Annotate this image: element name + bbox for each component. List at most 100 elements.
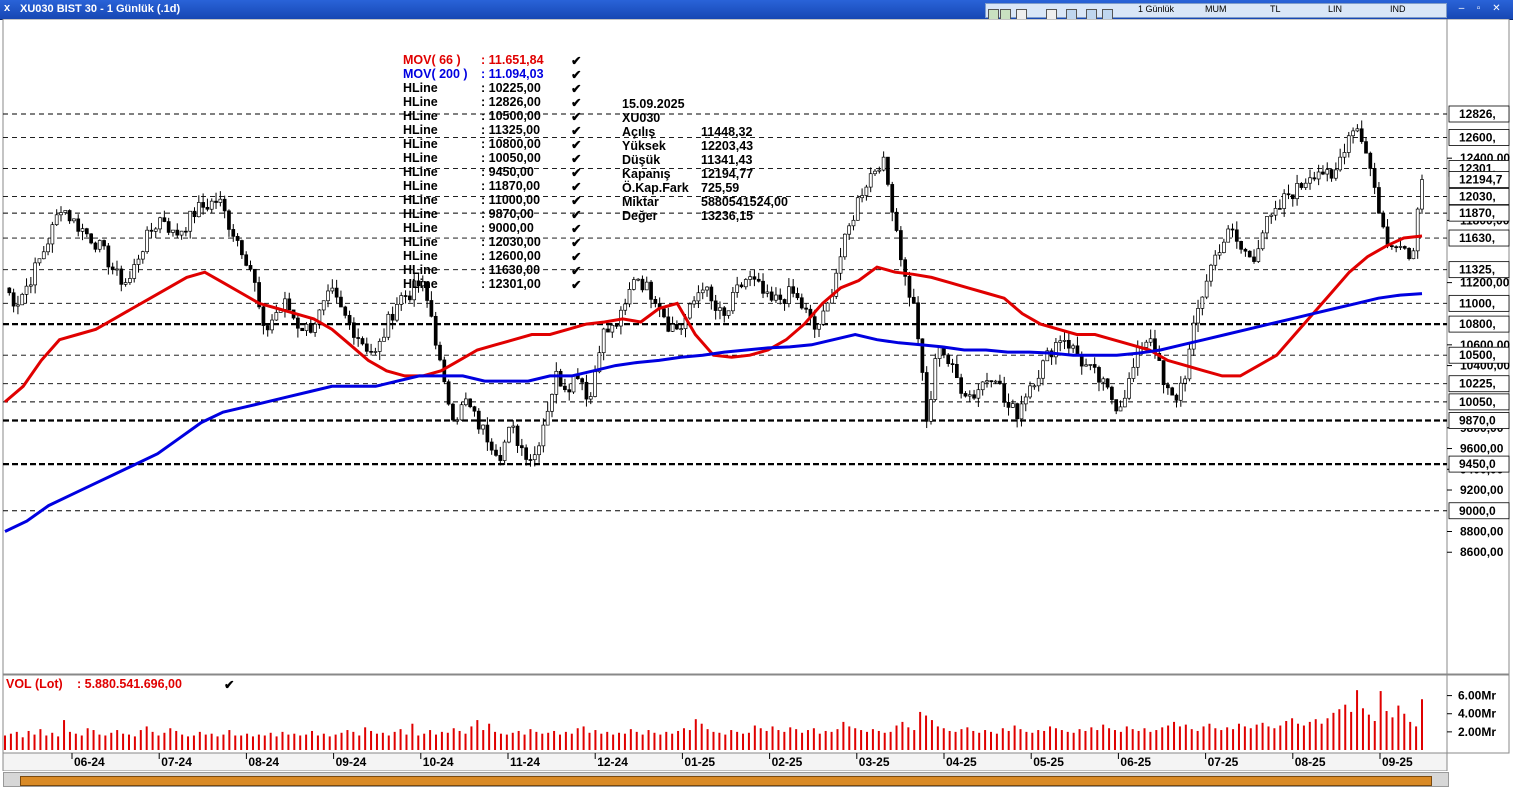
candle-up bbox=[537, 445, 541, 456]
mov200-value: : 11.094,03 bbox=[481, 67, 544, 81]
legend-check-icon[interactable]: ✔ bbox=[571, 82, 582, 96]
legend-check-icon[interactable]: ✔ bbox=[571, 96, 582, 110]
candle-down bbox=[1161, 360, 1166, 386]
candle-down bbox=[1092, 364, 1097, 368]
volume-bar bbox=[1108, 728, 1111, 750]
date-tick-label: 09-25 bbox=[1382, 755, 1413, 769]
legend-check-icon[interactable]: ✔ bbox=[571, 222, 582, 236]
legend-check-icon[interactable]: ✔ bbox=[571, 138, 582, 152]
candle-up bbox=[1200, 296, 1205, 309]
hline-legend-value: : 9450,00 bbox=[481, 165, 534, 179]
legend-check-icon[interactable]: ✔ bbox=[571, 68, 582, 82]
candle-up bbox=[123, 282, 128, 285]
legend-check-icon[interactable]: ✔ bbox=[571, 54, 582, 68]
candle-down bbox=[890, 184, 895, 213]
volume-bar bbox=[110, 732, 113, 750]
toolbar-scale[interactable]: LIN bbox=[1328, 4, 1343, 14]
legend-check-icon[interactable]: ✔ bbox=[571, 278, 582, 292]
volume-tick-label: 2.00Mr bbox=[1458, 725, 1496, 739]
legend-check-icon[interactable]: ✔ bbox=[571, 124, 582, 138]
candle-down bbox=[89, 233, 93, 244]
candle-up bbox=[985, 380, 989, 383]
volume-bar bbox=[429, 730, 432, 750]
ohlc-symbol: XU030 bbox=[622, 111, 661, 125]
volume-bar bbox=[1350, 711, 1353, 750]
candle-down bbox=[739, 284, 744, 288]
legend-check-icon[interactable]: ✔ bbox=[571, 152, 582, 166]
candle-down bbox=[201, 202, 205, 208]
volume-bar bbox=[1373, 720, 1376, 750]
candle-up bbox=[507, 426, 511, 443]
legend-check-icon[interactable]: ✔ bbox=[571, 236, 582, 250]
scrollbar-thumb[interactable] bbox=[20, 776, 1432, 786]
candle-down bbox=[261, 306, 266, 326]
volume-bar bbox=[21, 737, 24, 750]
maximize-icon[interactable]: ▫ bbox=[1476, 3, 1481, 14]
candle-up bbox=[787, 286, 791, 304]
price-tick-label: 11200,00 bbox=[1460, 276, 1510, 290]
candle-down bbox=[558, 370, 563, 387]
candle-up bbox=[1131, 366, 1136, 379]
candle-down bbox=[244, 254, 249, 266]
legend-check-icon[interactable]: ✔ bbox=[571, 194, 582, 208]
toolbar-period[interactable]: 1 Günlük bbox=[1138, 4, 1175, 14]
hline-tag-label: 12600, bbox=[1459, 130, 1496, 144]
volume-bar bbox=[594, 730, 597, 750]
candle-down bbox=[110, 266, 115, 270]
candle-up bbox=[1088, 364, 1093, 366]
legend-check-icon[interactable]: ✔ bbox=[571, 166, 582, 180]
legend-check-icon[interactable]: ✔ bbox=[571, 264, 582, 278]
volume-bar bbox=[458, 730, 461, 750]
legend-check-icon[interactable]: ✔ bbox=[571, 110, 582, 124]
close-icon[interactable]: x bbox=[4, 2, 11, 14]
volume-bar bbox=[806, 730, 809, 750]
volume-bar bbox=[812, 728, 815, 750]
candle-up bbox=[1338, 156, 1343, 171]
candle-up bbox=[1209, 264, 1213, 282]
window-close-icon[interactable]: ✕ bbox=[1492, 3, 1501, 14]
toolbar-currency[interactable]: TL bbox=[1270, 4, 1281, 14]
candle-down bbox=[476, 410, 481, 430]
candle-up bbox=[1398, 246, 1403, 248]
candle-down bbox=[972, 394, 976, 399]
hline-tag-label: 11870, bbox=[1459, 206, 1495, 220]
volume-bar bbox=[1226, 727, 1229, 750]
candle-down bbox=[1278, 208, 1282, 210]
candle-down bbox=[227, 210, 231, 230]
volume-bar bbox=[499, 733, 502, 750]
candle-up bbox=[1342, 152, 1347, 158]
candle-up bbox=[881, 156, 886, 171]
candle-up bbox=[731, 292, 735, 312]
volume-bar bbox=[1007, 730, 1010, 750]
toolbar-indicators[interactable]: IND bbox=[1390, 4, 1406, 14]
legend-check-icon[interactable]: ✔ bbox=[571, 250, 582, 264]
volume-bar bbox=[1072, 732, 1075, 750]
volume-bar bbox=[210, 733, 213, 750]
volume-bar bbox=[45, 735, 48, 750]
volume-bar bbox=[677, 730, 680, 750]
price-chart[interactable]: 12400,0011800,0011200,0010600,0010400,00… bbox=[0, 19, 1513, 771]
volume-bar bbox=[706, 729, 709, 750]
volume-bar bbox=[1102, 724, 1105, 750]
candle-up bbox=[455, 419, 460, 422]
volume-bar bbox=[1084, 730, 1087, 750]
legend-check-icon[interactable]: ✔ bbox=[571, 180, 582, 194]
volume-bar bbox=[647, 730, 650, 750]
volume-check-icon[interactable]: ✔ bbox=[224, 678, 235, 692]
candle-up bbox=[136, 258, 141, 265]
candle-down bbox=[1234, 229, 1239, 242]
toolbar-candle[interactable]: MUM bbox=[1205, 4, 1227, 14]
time-scrollbar[interactable] bbox=[3, 772, 1449, 787]
volume-bar bbox=[972, 730, 975, 750]
date-tick-label: 07-24 bbox=[161, 755, 192, 769]
volume-bar bbox=[122, 733, 125, 750]
candle-up bbox=[46, 243, 50, 253]
hline-legend-label: HLine bbox=[403, 221, 438, 235]
candle-down bbox=[252, 268, 257, 283]
hline-tag-label: 10800, bbox=[1459, 317, 1496, 331]
candle-up bbox=[980, 381, 985, 391]
volume-bar bbox=[1131, 729, 1134, 750]
legend-check-icon[interactable]: ✔ bbox=[571, 208, 582, 222]
minimize-icon[interactable]: – bbox=[1458, 3, 1465, 14]
candle-down bbox=[446, 381, 451, 405]
